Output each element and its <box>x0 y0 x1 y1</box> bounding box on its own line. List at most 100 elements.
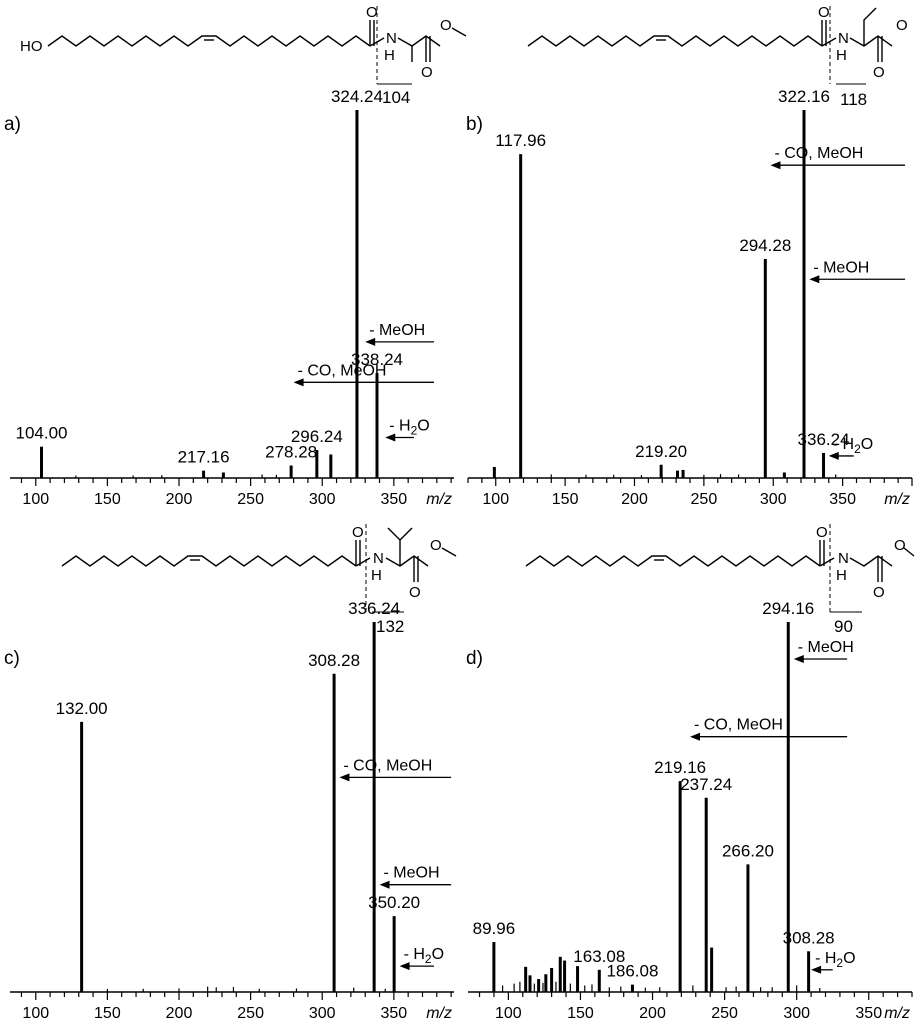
x-axis-label: m/z <box>884 1005 910 1022</box>
structure-d: O N H O O <box>525 524 915 613</box>
fragment-label-c: 132 <box>376 617 404 636</box>
peak-label: 324.24 <box>331 87 383 106</box>
x-tick-label: 150 <box>552 491 579 508</box>
struct-c-carbonyl-o: O <box>352 524 364 541</box>
x-tick-label: 250 <box>711 1005 738 1022</box>
struct-a-carbonyl-o: O <box>366 4 378 21</box>
peak-label: 336.24 <box>348 599 400 618</box>
loss-label: - H2O <box>389 418 429 438</box>
loss-label: - H2O <box>815 950 855 970</box>
structure-c: O N H O O <box>61 524 457 613</box>
loss-label: - CO, MeOH <box>343 757 432 774</box>
x-tick-label: 200 <box>621 491 648 508</box>
panel-label-a: a) <box>4 114 21 135</box>
loss-label: - H2O <box>404 946 444 966</box>
struct-b-amide-bond <box>821 37 837 47</box>
peak-label: 132.00 <box>56 699 108 718</box>
peak-label: 308.28 <box>308 651 360 670</box>
peak-label: 237.24 <box>680 775 732 794</box>
fragment-label-a: 104 <box>382 88 410 107</box>
struct-c-h: H <box>371 567 382 584</box>
peak-label: 266.20 <box>722 841 774 860</box>
loss-label: - MeOH <box>798 639 854 656</box>
loss-label: - CO, MeOH <box>774 145 863 162</box>
struct-b-ether-o: O <box>896 17 908 34</box>
loss-label: - MeOH <box>384 865 440 882</box>
x-tick-label: 300 <box>760 491 787 508</box>
struct-a-ether-o: O <box>440 17 452 34</box>
x-tick-label: 200 <box>639 1005 666 1022</box>
loss-arrowhead <box>690 732 700 741</box>
structure-b: O N H O O <box>527 4 908 85</box>
x-tick-label: 350 <box>855 1005 882 1022</box>
struct-d-ether-o: O <box>894 537 906 554</box>
peak-label: 219.20 <box>635 442 687 461</box>
struct-b-backbone <box>849 35 893 47</box>
struct-c-ester-o: O <box>409 584 421 601</box>
x-tick-label: 150 <box>567 1005 594 1022</box>
struct-c-amide-bond <box>355 557 371 567</box>
panel-label-c: c) <box>4 648 20 669</box>
peak-label: 336.24 <box>798 430 850 449</box>
x-tick-label: 250 <box>691 491 718 508</box>
peak-label: 186.08 <box>606 962 658 981</box>
struct-a-n: N <box>386 30 397 47</box>
fragment-label-b: 118 <box>840 90 867 109</box>
spectrum-b: 117.96 219.20 294.28 322.16 336.24 100 150 200 2… <box>467 87 913 508</box>
x-tick-label: 300 <box>783 1005 810 1022</box>
peak-label: 117.96 <box>495 131 546 150</box>
struct-c-methoxy <box>441 547 457 557</box>
loss-arrowhead <box>293 378 304 387</box>
x-axis-label: m/z <box>884 491 910 508</box>
peak-label: 322.16 <box>778 87 830 106</box>
struct-a-backbone <box>397 35 441 47</box>
peak-label: 338.24 <box>351 350 403 369</box>
struct-d-methoxy <box>903 547 915 557</box>
peak-label: 296.24 <box>291 427 343 446</box>
loss-label: - CO, MeOH <box>694 717 783 734</box>
loss-arrowhead <box>809 275 820 284</box>
x-tick-label: 100 <box>495 1005 522 1022</box>
struct-b-h: H <box>836 47 847 64</box>
panel-label-b: b) <box>466 114 483 135</box>
loss-arrowhead <box>399 962 410 971</box>
loss-label: - CO, MeOH <box>298 362 387 379</box>
x-tick-label: 200 <box>166 491 193 508</box>
struct-d-ester-o: O <box>873 584 885 601</box>
struct-a-chain <box>47 35 371 47</box>
struct-d-n: N <box>838 550 849 567</box>
x-tick-label: 250 <box>237 491 264 508</box>
peak-label: 294.16 <box>762 599 814 618</box>
x-tick-label: 150 <box>94 491 121 508</box>
peak-label: 217.16 <box>178 448 230 467</box>
x-tick-label: 350 <box>829 491 856 508</box>
struct-b-chain <box>527 35 823 47</box>
struct-c-ether-o: O <box>430 537 442 554</box>
struct-c-backbone <box>385 555 429 567</box>
x-tick-label: 100 <box>22 491 49 508</box>
loss-label: - MeOH <box>369 322 425 339</box>
loss-arrowhead <box>385 433 396 442</box>
struct-b-n: N <box>838 30 849 47</box>
loss-arrowhead <box>811 965 822 974</box>
struct-c-n: N <box>373 550 384 567</box>
x-tick-label: 300 <box>309 491 336 508</box>
struct-d-amide-bond <box>819 557 835 567</box>
x-tick-label: 200 <box>166 1005 193 1022</box>
x-tick-label: 100 <box>22 1005 49 1022</box>
x-tick-label: 350 <box>380 491 407 508</box>
loss-arrowhead <box>828 451 839 460</box>
panel-label-d: d) <box>466 648 483 669</box>
loss-arrowhead <box>365 337 376 346</box>
x-axis-label: m/z <box>426 491 452 508</box>
struct-a-hydroxyl-text: HO <box>20 38 43 55</box>
peak-label: 89.96 <box>473 919 516 938</box>
loss-label: - H2O <box>833 436 873 456</box>
loss-arrowhead <box>770 161 781 170</box>
loss-arrowhead <box>793 655 804 663</box>
peak-label: 219.16 <box>654 758 706 777</box>
struct-a-ester-o: O <box>421 64 433 81</box>
